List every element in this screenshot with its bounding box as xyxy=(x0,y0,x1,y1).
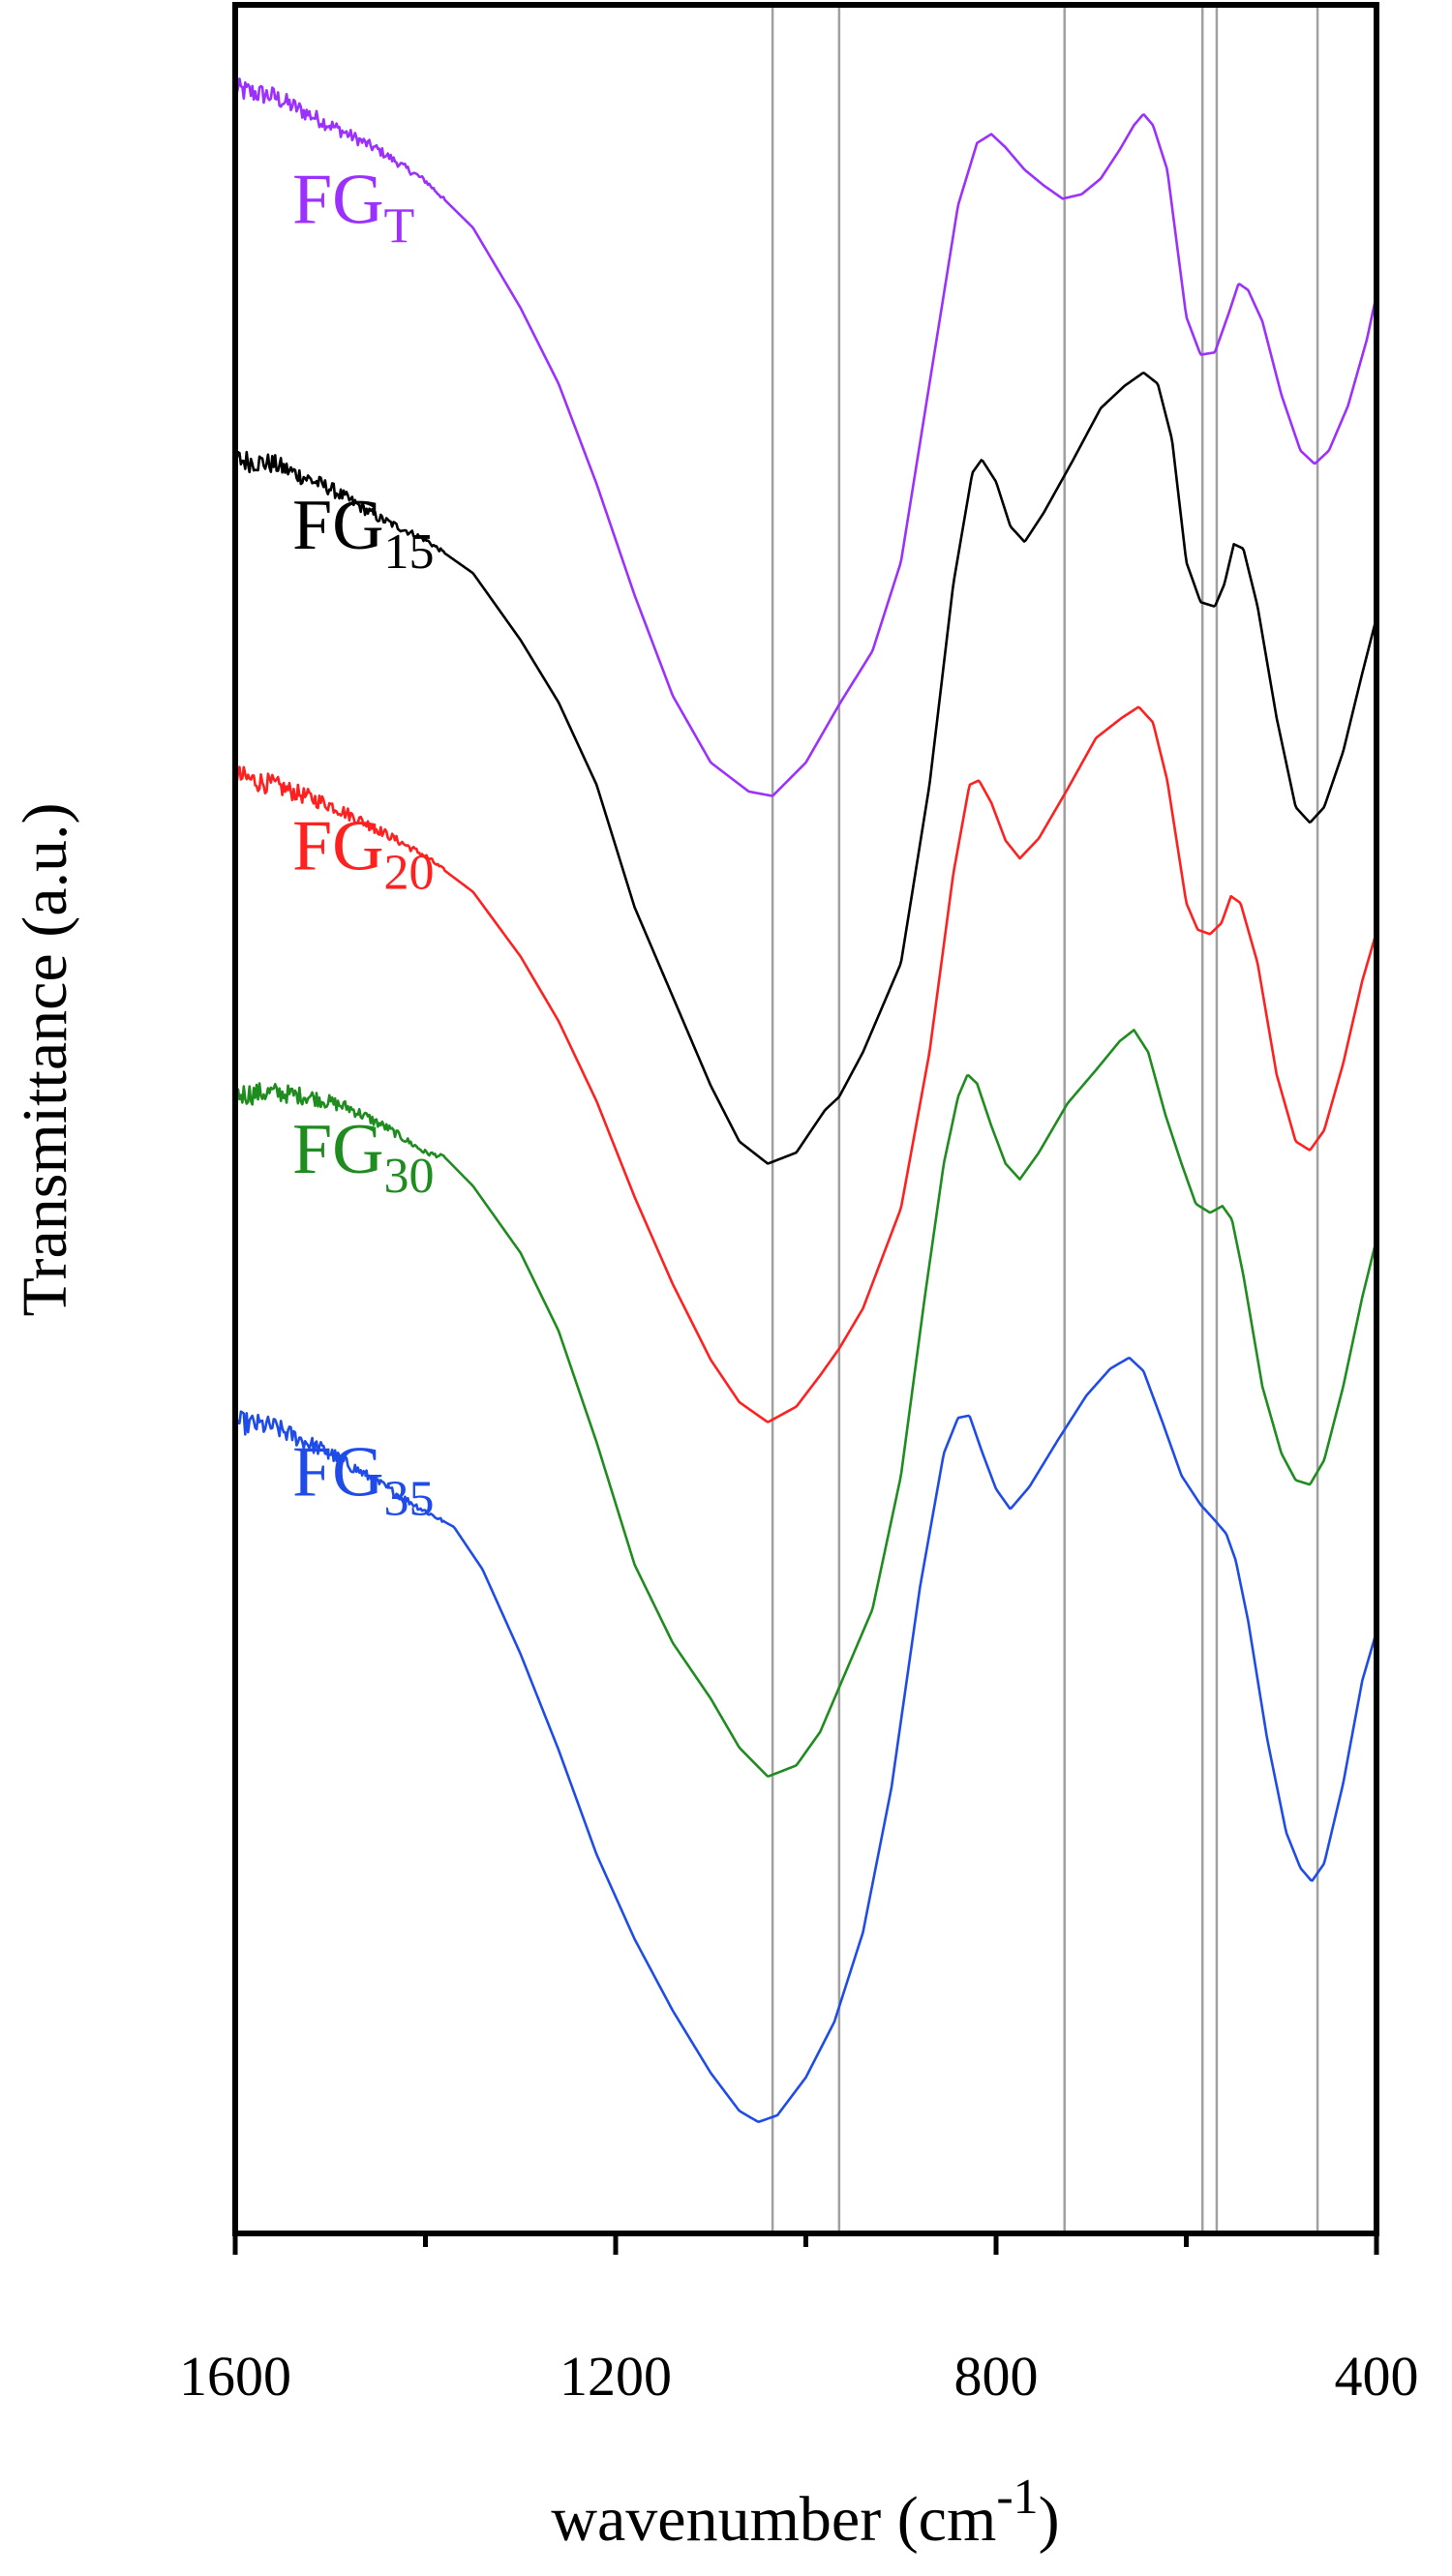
series-lines xyxy=(233,77,1378,2123)
series-label-fg35: FG35 xyxy=(292,1433,435,1527)
series-label-fg30: FG30 xyxy=(292,1110,435,1204)
series-label-fg20: FG20 xyxy=(292,807,435,901)
series-line-fg30 xyxy=(233,1029,1378,1778)
series-line-fgt xyxy=(233,77,1378,797)
x-axis-ticks: 1600 1200 800 400 xyxy=(179,2233,1419,2408)
series-line-fg20 xyxy=(234,705,1378,1423)
x-tick-label-400: 400 xyxy=(1335,2345,1419,2408)
x-tick-label-1200: 1200 xyxy=(560,2345,672,2408)
y-axis-title: Transmittance (a.u.) xyxy=(10,803,80,1317)
x-tick-label-1600: 1600 xyxy=(179,2345,291,2408)
series-labels: FGT FG15 FG20 FG30 FG35 xyxy=(292,161,435,1527)
series-label-fgt: FGT xyxy=(292,161,414,255)
series-label-fg15: FG15 xyxy=(292,486,435,580)
x-tick-label-800: 800 xyxy=(954,2345,1039,2408)
reference-lines xyxy=(771,5,1319,2233)
x-axis-title: wavenumber (cm-1) xyxy=(551,2470,1059,2555)
series-line-fg35 xyxy=(233,1357,1378,2123)
series-line-fg15 xyxy=(233,372,1378,1165)
plot-frame xyxy=(232,2,1379,2236)
